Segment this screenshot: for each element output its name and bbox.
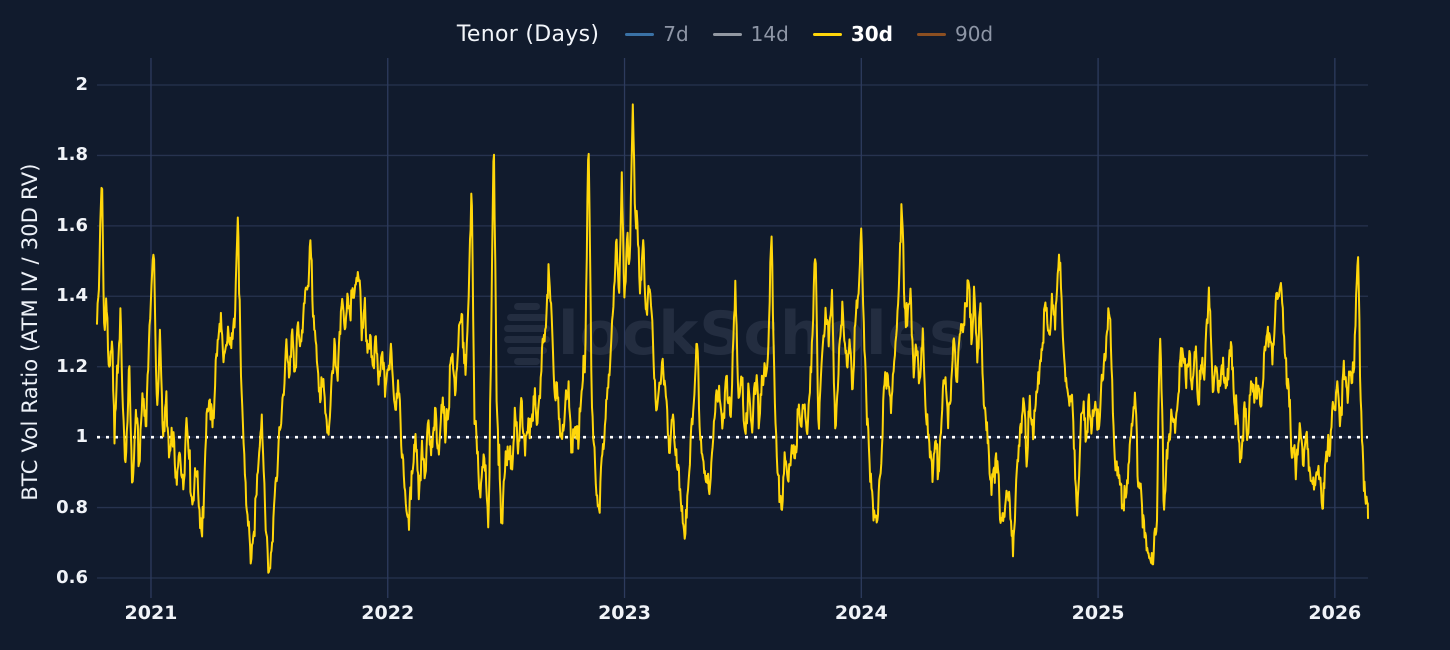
legend-label: 14d [750,22,789,46]
legend-swatch-30d [812,32,842,36]
y-tick-label: 1.8 [56,144,88,166]
legend-items: 7d 14d 30d 90d [625,22,993,46]
x-tick-label: 2025 [1071,602,1125,624]
legend-item-7d[interactable]: 7d [625,22,689,46]
legend-title: Tenor (Days) [456,21,600,47]
y-tick-label: 1.4 [56,285,88,307]
y-tick-label: 2 [75,74,88,95]
gridlines [97,58,1368,598]
x-tick-label: 2023 [598,602,651,624]
x-tick-label: 2024 [834,602,888,624]
series-line-30d [96,103,1369,574]
legend-swatch-14d [712,32,742,36]
legend-item-30d[interactable]: 30d [812,22,893,46]
legend-swatch-90d [916,32,946,36]
legend-item-14d[interactable]: 14d [712,22,789,46]
y-tick-label: 1.2 [56,355,88,377]
legend-label: 90d [954,22,994,46]
y-tick-label: 1 [75,426,88,448]
x-tick-label: 2022 [361,602,415,624]
y-tick-label: 0.8 [56,496,88,518]
x-tick-label: 2021 [124,602,178,624]
legend-label: 30d [850,22,893,46]
legend: Tenor (Days) 7d 14d 30d 90d [0,16,1450,52]
legend-label: 7d [663,22,689,46]
legend-swatch-7d [625,32,655,36]
x-tick-label: 2026 [1308,602,1362,624]
legend-item-90d[interactable]: 90d [916,22,994,46]
y-tick-label: 1.6 [56,214,88,236]
y-tick-label: 0.6 [56,567,88,588]
